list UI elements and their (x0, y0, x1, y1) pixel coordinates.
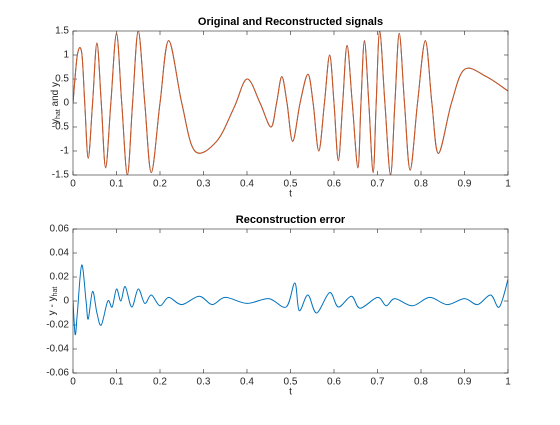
x-tick-label: 0.7 (371, 179, 385, 190)
y-tick-label: -0.06 (46, 368, 69, 379)
y-axis-label: y - yhat (47, 287, 59, 316)
x-axis-label: t (289, 387, 292, 398)
x-tick-label: 0.2 (153, 179, 167, 190)
chart-title: Reconstruction error (236, 214, 346, 226)
signal-line (73, 264, 508, 336)
x-tick-label: 0.6 (327, 179, 341, 190)
x-axis-label: t (289, 189, 292, 200)
y-label-base: y (50, 119, 61, 124)
y-axis-label: yhat and y (50, 82, 62, 124)
x-tick-label: 0.8 (414, 179, 428, 190)
signal-line (73, 31, 508, 175)
y-tick-label: -1.5 (52, 170, 70, 181)
x-tick-label: 0.8 (414, 377, 428, 388)
y-tick-label: -0.04 (46, 344, 69, 355)
y-label-sub: hat (52, 287, 59, 297)
x-tick-label: 0.2 (153, 377, 167, 388)
x-tick-label: 0.6 (327, 377, 341, 388)
x-tick-label: 1 (505, 377, 511, 388)
y-tick-label: 1 (63, 50, 69, 61)
x-tick-label: 0.4 (240, 377, 254, 388)
x-tick-label: 0.9 (458, 377, 472, 388)
x-tick-label: 0.3 (197, 377, 211, 388)
y-tick-label: -1 (60, 146, 69, 157)
y-label-rest: and y (50, 82, 61, 109)
y-tick-label: 0.04 (50, 248, 70, 259)
y-tick-label: 0 (63, 98, 69, 109)
y-label-base: y - y (47, 296, 58, 315)
axes-box (72, 228, 509, 374)
x-tick-label: 0.1 (110, 377, 124, 388)
y-tick-label: -0.02 (46, 320, 69, 331)
x-tick-label: 0.9 (458, 179, 472, 190)
chart-title: Original and Reconstructed signals (198, 16, 383, 28)
x-tick-label: 0 (70, 377, 76, 388)
y-tick-label: 0.06 (50, 224, 70, 235)
x-tick-label: 0.5 (284, 179, 298, 190)
plot-area (73, 31, 508, 175)
y-label-sub: hat (55, 109, 62, 119)
y-tick-label: 0.5 (55, 74, 69, 85)
x-tick-label: 0.4 (240, 179, 254, 190)
x-tick-label: 0.3 (197, 179, 211, 190)
y-tick-label: 0.02 (50, 272, 70, 283)
x-tick-label: 1 (505, 179, 511, 190)
axes-box (72, 30, 509, 176)
y-tick-label: 1.5 (55, 26, 69, 37)
x-tick-label: 0.5 (284, 377, 298, 388)
plot-area (73, 229, 508, 373)
y-tick-label: 0 (63, 296, 69, 307)
y-tick-label: -0.5 (52, 122, 70, 133)
x-tick-label: 0.1 (110, 179, 124, 190)
x-tick-label: 0 (70, 179, 76, 190)
x-tick-label: 0.7 (371, 377, 385, 388)
